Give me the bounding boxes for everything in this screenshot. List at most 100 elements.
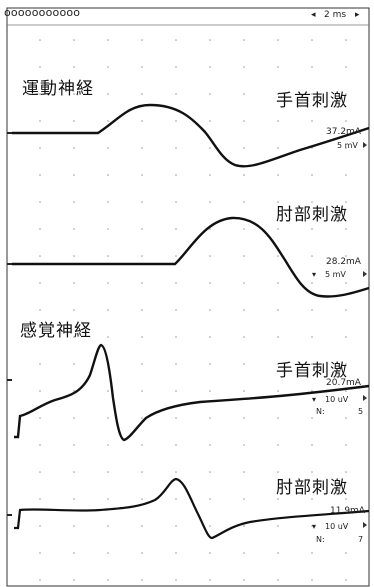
grid-dot	[277, 390, 279, 392]
grid-dot	[141, 309, 143, 311]
grid-dot	[311, 444, 313, 446]
current-motor-elbow: 28.2mA	[326, 257, 361, 267]
grid-dot	[345, 66, 347, 68]
n-label-sensory-elbow: N:	[316, 535, 325, 544]
grid-dot	[243, 39, 245, 41]
grid-dot	[209, 174, 211, 176]
grid-dot	[141, 228, 143, 230]
site-label-sensory-wrist: 手首刺激	[276, 361, 348, 381]
grid-dot	[243, 93, 245, 95]
n-value-sensory-elbow: 7	[358, 535, 364, 544]
grid-dot	[141, 147, 143, 149]
gain-down-arrow-icon[interactable]: ▾	[312, 522, 317, 531]
grid-dot	[175, 471, 177, 473]
grid-dot	[243, 525, 245, 527]
grid-dot	[243, 336, 245, 338]
grid-dot	[311, 120, 313, 122]
grid-dot	[345, 255, 347, 257]
grid-dot	[107, 471, 109, 473]
grid-dot	[39, 282, 41, 284]
grid-dot	[39, 147, 41, 149]
sweep-left-arrow-icon[interactable]: ◂	[311, 10, 316, 20]
grid-dot	[39, 228, 41, 230]
grid-dot	[345, 282, 347, 284]
grid-dot	[175, 552, 177, 554]
grid-dot	[243, 552, 245, 554]
grid-dot	[39, 93, 41, 95]
grid-dot	[311, 525, 313, 527]
n-label-sensory-wrist: N:	[316, 407, 325, 416]
grid-dot	[107, 255, 109, 257]
grid-dot	[73, 579, 75, 581]
grid-dot	[311, 66, 313, 68]
grid-dot	[277, 174, 279, 176]
display-border	[6, 7, 370, 587]
gain-down-arrow-icon[interactable]: ▾	[312, 395, 317, 404]
grid-dot	[141, 39, 143, 41]
grid-dot	[73, 93, 75, 95]
grid-dot	[209, 66, 211, 68]
grid-dot	[243, 228, 245, 230]
grid-dot	[175, 93, 177, 95]
grid-dot	[141, 525, 143, 527]
grid-dot	[243, 390, 245, 392]
grid-dot	[311, 309, 313, 311]
grid-dot	[209, 471, 211, 473]
grid-dot	[107, 120, 109, 122]
gain-down-arrow-icon[interactable]: ▾	[312, 270, 317, 279]
grid-dot	[345, 336, 347, 338]
grid-dot	[39, 66, 41, 68]
grid-dot	[39, 120, 41, 122]
grid-dot	[345, 228, 347, 230]
grid-dot	[141, 282, 143, 284]
grid-dot	[311, 93, 313, 95]
grid-dot	[107, 282, 109, 284]
grid-dot	[277, 39, 279, 41]
grid-dot	[277, 525, 279, 527]
grid-dot	[39, 309, 41, 311]
grid-dot	[141, 174, 143, 176]
grid-dot	[311, 390, 313, 392]
grid-dot	[73, 228, 75, 230]
grid-dot	[345, 120, 347, 122]
grid-dot	[277, 120, 279, 122]
grid-dot	[107, 579, 109, 581]
grid-dot	[345, 201, 347, 203]
grid-dot	[345, 525, 347, 527]
grid-dot	[73, 336, 75, 338]
grid-dot	[243, 201, 245, 203]
grid-dot	[209, 525, 211, 527]
grid-dot	[175, 444, 177, 446]
grid-dot	[345, 498, 347, 500]
grid-dot	[175, 498, 177, 500]
grid-dot	[107, 444, 109, 446]
grid-dot	[39, 336, 41, 338]
gain-sensory-elbow: 10 uV	[325, 522, 349, 531]
waveform-motor-wrist	[12, 103, 370, 168]
grid-dot	[175, 66, 177, 68]
grid-dot	[39, 201, 41, 203]
grid-dot	[209, 552, 211, 554]
grid-dot	[141, 444, 143, 446]
grid-dot	[277, 309, 279, 311]
grid-dot	[175, 525, 177, 527]
grid-dot	[73, 390, 75, 392]
grid-dot	[277, 498, 279, 500]
grid-dot	[209, 498, 211, 500]
grid-dot	[243, 363, 245, 365]
grid-dot	[73, 39, 75, 41]
grid-dot	[345, 444, 347, 446]
grid-dot	[39, 363, 41, 365]
grid-dot	[209, 93, 211, 95]
grid-dot	[175, 336, 177, 338]
current-sensory-wrist: 20.7mA	[326, 378, 361, 388]
grid-dot	[141, 120, 143, 122]
grid-dot	[311, 579, 313, 581]
grid-dot	[107, 417, 109, 419]
section-title-sensory: 感覚神経	[20, 321, 92, 341]
sweep-right-arrow-icon[interactable]: ▸	[355, 10, 360, 20]
grid-dot	[277, 93, 279, 95]
grid-dot	[311, 39, 313, 41]
